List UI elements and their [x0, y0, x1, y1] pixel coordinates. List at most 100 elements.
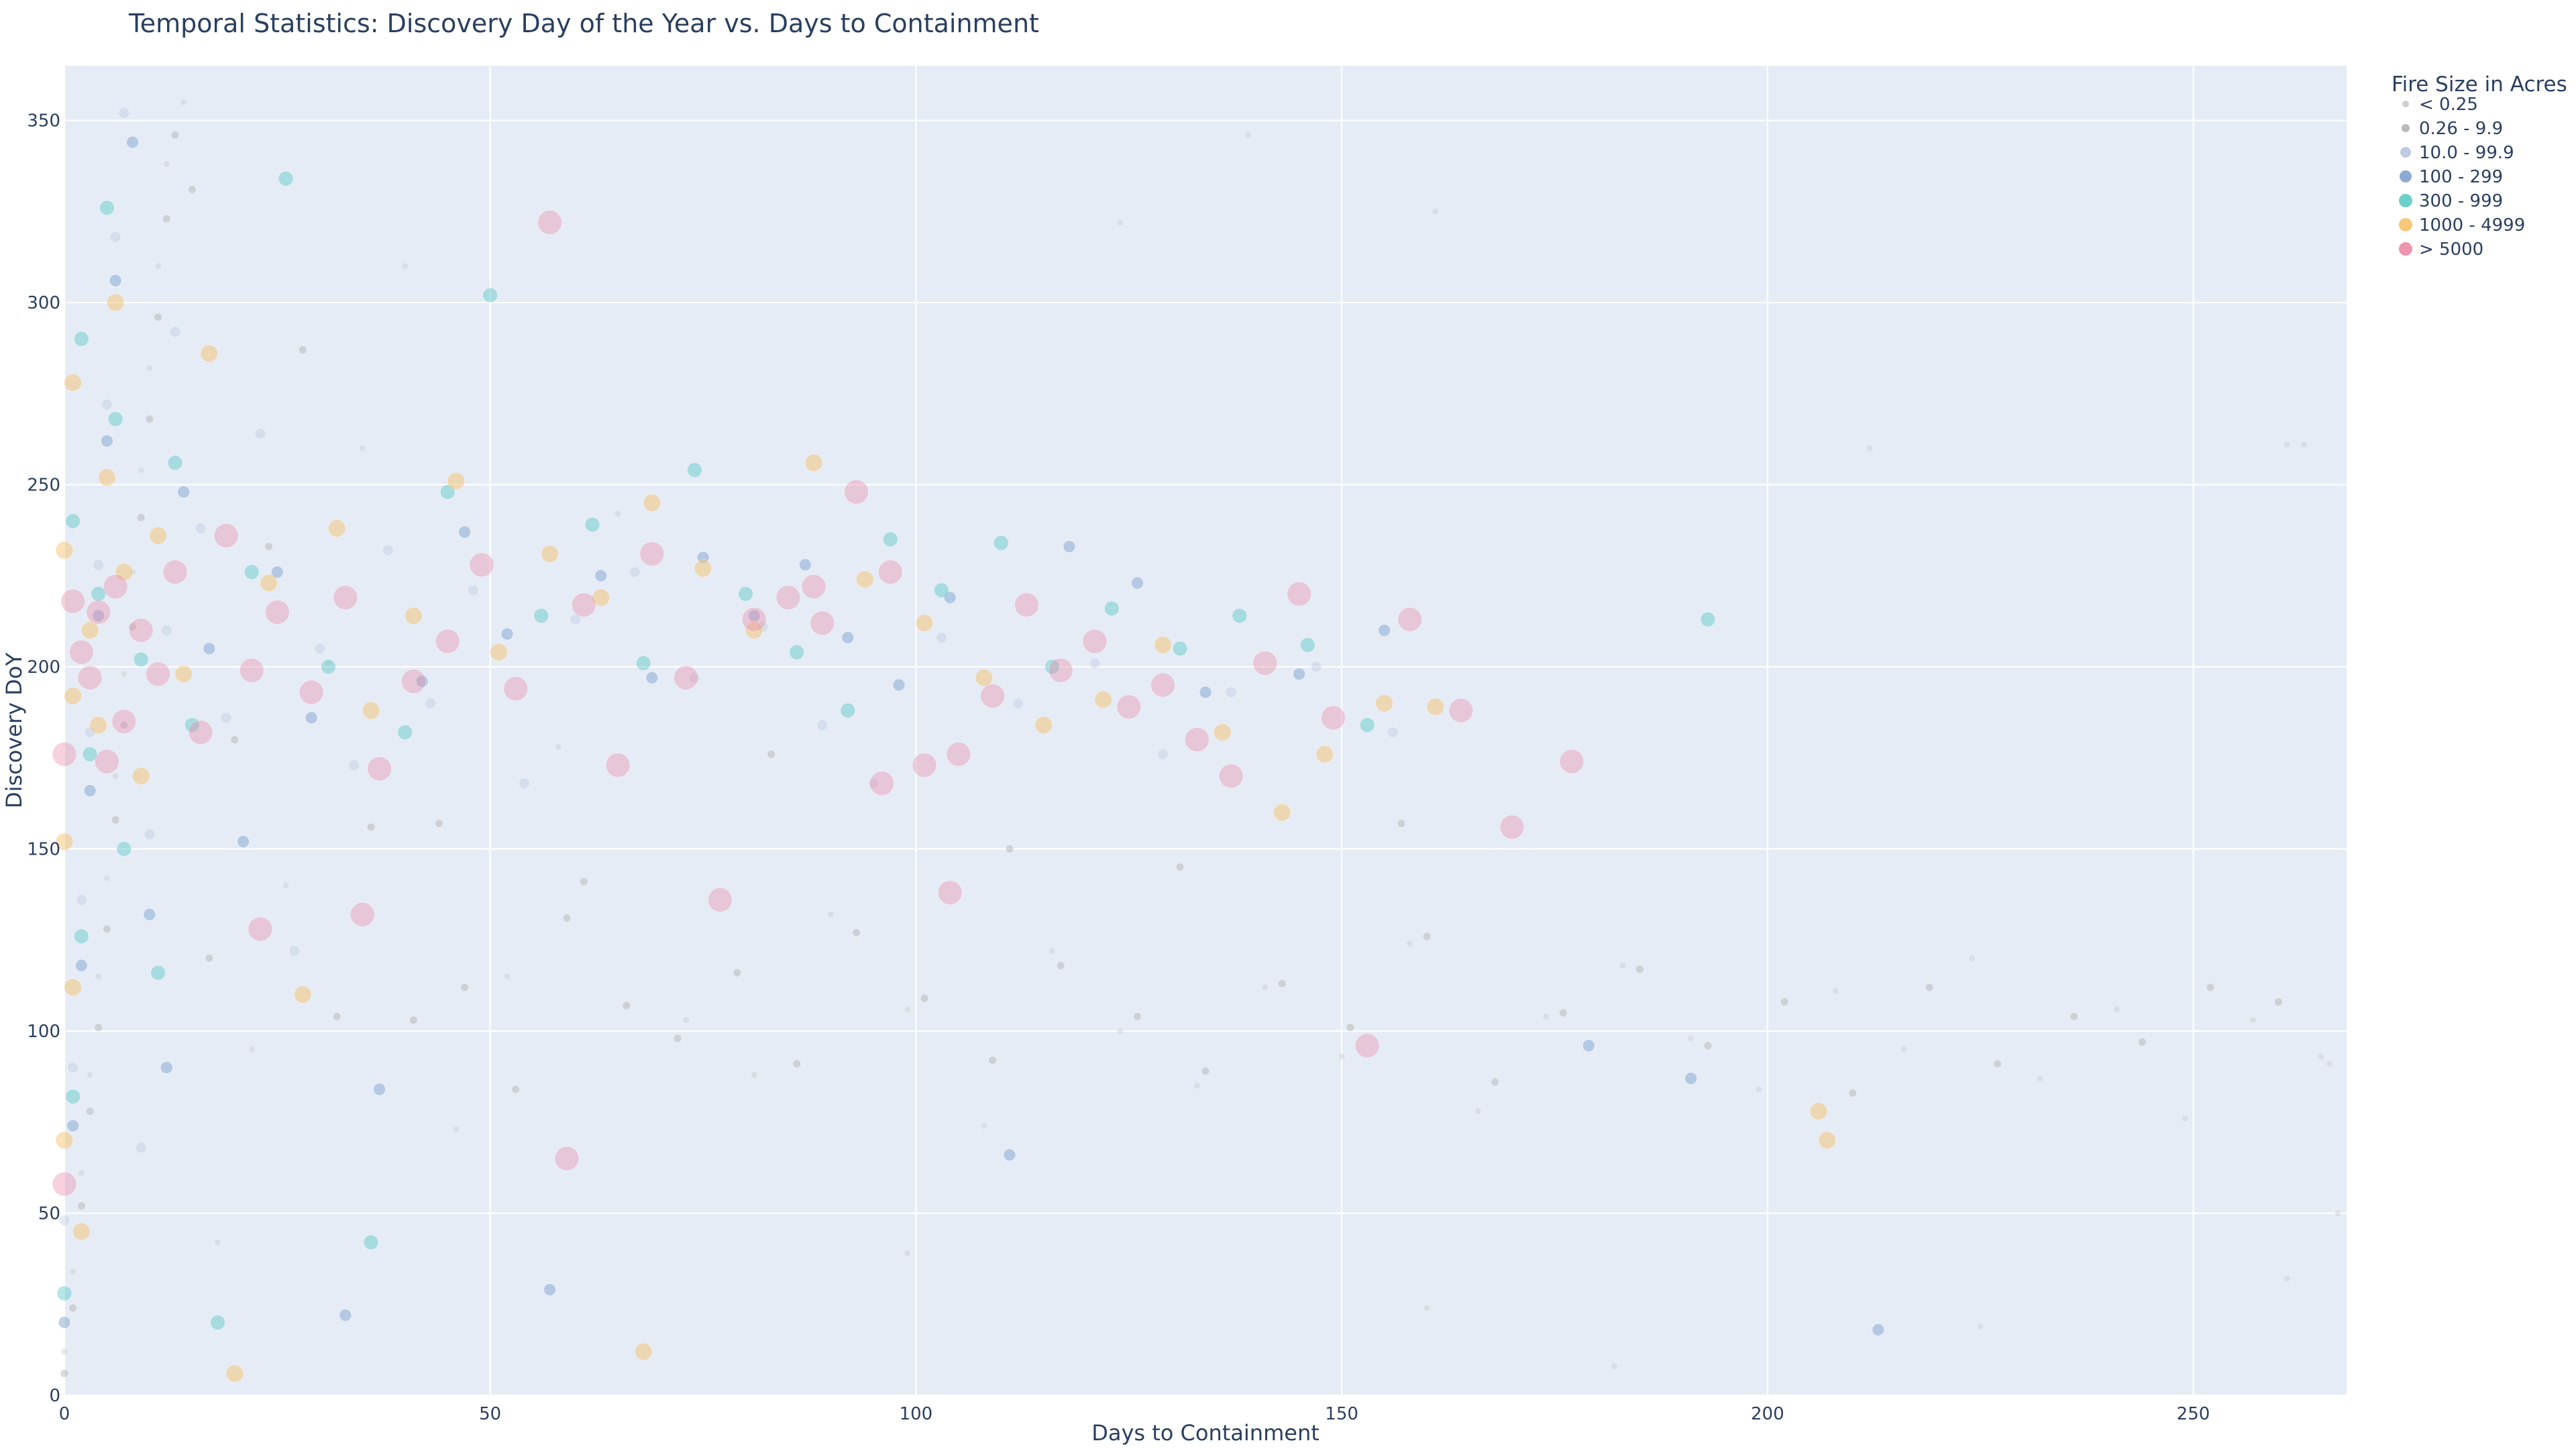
data-point: [64, 978, 82, 997]
data-point: [72, 1222, 91, 1240]
data-point: [325, 659, 332, 667]
data-point: [1116, 694, 1142, 720]
legend-marker: [2402, 124, 2410, 132]
data-point: [75, 959, 88, 972]
data-point: [537, 210, 562, 235]
data-point: [64, 374, 82, 392]
data-point: [161, 625, 172, 636]
series-group-0-26-9-9: [60, 130, 2283, 1378]
chart-background: [64, 66, 2347, 1395]
data-point: [67, 1061, 78, 1073]
x-tick-label: 150: [1325, 1404, 1358, 1424]
series-group-300-999: [56, 171, 1716, 1330]
data-point: [425, 697, 437, 709]
data-point: [1131, 576, 1144, 590]
data-point: [177, 486, 191, 498]
data-point: [305, 711, 318, 724]
data-point: [1968, 955, 1976, 962]
data-point: [366, 822, 376, 832]
data-point: [2300, 441, 2308, 449]
data-point: [162, 214, 171, 223]
data-point: [332, 1012, 341, 1021]
data-point: [639, 541, 665, 566]
data-point: [904, 1006, 912, 1013]
data-point: [511, 1085, 521, 1094]
data-point: [799, 558, 812, 572]
data-point: [994, 535, 1009, 551]
data-point: [1387, 727, 1399, 739]
data-point: [83, 784, 97, 797]
data-point: [109, 274, 122, 287]
data-point: [1684, 1072, 1697, 1085]
data-point: [1872, 1323, 1885, 1336]
data-point: [248, 916, 273, 942]
data-point: [934, 582, 949, 598]
data-point: [1900, 1045, 1908, 1053]
data-point: [810, 610, 835, 636]
data-point: [200, 344, 219, 363]
data-point: [1049, 947, 1056, 955]
y-tick-label: 0: [49, 1386, 60, 1406]
data-point: [109, 231, 121, 243]
legend: Fire Size in Acres < 0.25 0.26 - 9.9 10.0 …: [2392, 72, 2567, 260]
axes: 0 50 100 150 200 250 0 50 100 150 200 250 300 350: [27, 111, 2210, 1424]
data-point: [1252, 651, 1278, 676]
data-point: [1293, 667, 1305, 681]
data-point: [915, 614, 934, 633]
data-point: [904, 1249, 912, 1257]
data-point: [674, 665, 698, 690]
data-point: [358, 444, 366, 452]
data-point: [936, 632, 947, 643]
data-point: [1346, 1023, 1355, 1032]
data-point: [605, 753, 631, 777]
data-point: [2206, 983, 2215, 992]
data-point: [503, 676, 529, 701]
data-point: [1448, 698, 1474, 723]
data-point: [163, 160, 170, 168]
data-point: [401, 669, 426, 694]
data-point: [1150, 672, 1175, 698]
data-point: [2138, 1037, 2147, 1046]
data-point: [150, 965, 166, 981]
series-group-100-299: [58, 136, 1885, 1336]
data-point: [1993, 1059, 2002, 1069]
data-point: [469, 552, 494, 578]
data-point: [687, 462, 702, 478]
data-point: [107, 411, 123, 427]
data-point: [1582, 1039, 1595, 1053]
data-point: [1542, 1012, 1550, 1020]
data-point: [144, 828, 156, 841]
data-point: [321, 659, 336, 675]
data-point: [1426, 698, 1445, 716]
data-point: [1558, 1008, 1568, 1018]
data-point: [95, 973, 103, 980]
data-point: [111, 815, 120, 824]
data-point: [1925, 983, 1934, 992]
legend-item-label: 1000 - 4999: [2419, 215, 2525, 235]
data-point: [1185, 727, 1210, 752]
data-point: [89, 716, 108, 735]
data-point: [170, 130, 180, 140]
data-point: [1818, 1131, 1836, 1150]
data-point: [60, 588, 85, 614]
data-point: [1474, 1108, 1482, 1115]
data-point: [689, 672, 700, 684]
data-point: [840, 702, 856, 718]
data-point: [694, 559, 712, 578]
data-point: [94, 1023, 103, 1032]
data-point: [131, 767, 150, 786]
data-point: [1359, 717, 1375, 733]
data-point: [801, 574, 826, 599]
data-point: [1375, 694, 1393, 712]
data-point: [943, 591, 957, 604]
data-point: [1218, 763, 1244, 789]
data-point: [205, 954, 214, 963]
data-point: [2249, 1016, 2257, 1024]
data-point: [2112, 1006, 2121, 1013]
data-point: [1012, 697, 1024, 709]
data-point: [1866, 444, 1874, 452]
x-tick-label: 0: [59, 1404, 70, 1424]
data-point: [60, 1348, 68, 1356]
data-point: [841, 631, 855, 644]
data-point: [210, 1315, 225, 1330]
